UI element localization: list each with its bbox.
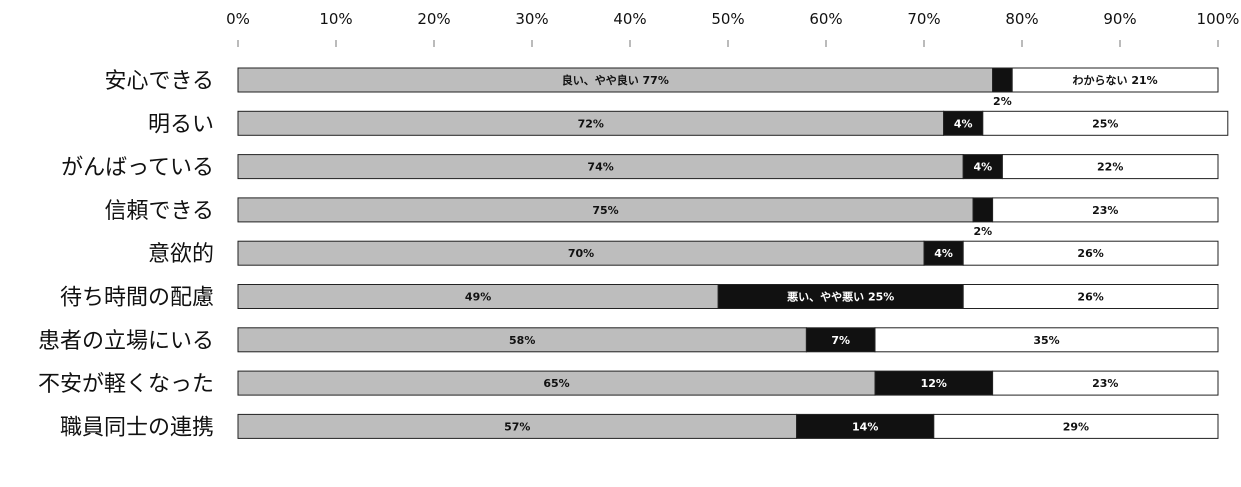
category-label: 安心できる (104, 69, 214, 94)
x-tick-label: 30% (515, 10, 548, 28)
data-label: 70% (568, 247, 594, 260)
category-label: 明るい (148, 112, 214, 137)
data-label: 2% (973, 225, 992, 238)
bar-segment (962, 284, 1219, 309)
bar-segment (237, 370, 876, 396)
category-label: 不安が軽くなった (38, 372, 214, 397)
bar-segment (237, 327, 807, 353)
data-label: 23% (1092, 377, 1118, 390)
x-tick-label: 60% (809, 10, 842, 28)
data-label: 悪い、やや悪い 25% (787, 291, 894, 304)
bar-segment (1011, 67, 1219, 93)
data-label: 49% (465, 291, 491, 304)
data-label: わからない 21% (1073, 74, 1158, 87)
category-label: 信頼できる (104, 199, 214, 224)
bar-segment (805, 327, 876, 353)
x-tick-label: 50% (711, 10, 744, 28)
bar-segment (717, 284, 964, 309)
data-label: 72% (578, 117, 604, 130)
bar-segment (992, 197, 1219, 223)
bar-segment (237, 154, 964, 180)
category-label: 患者の立場にいる (38, 329, 214, 354)
data-label: 57% (504, 420, 530, 433)
data-label: 22% (1097, 161, 1123, 174)
category-label: 待ち時間の配慮 (60, 286, 214, 311)
data-label: 7% (831, 334, 850, 347)
bar-segment (1001, 154, 1219, 180)
bar-segment (962, 154, 1003, 180)
data-label: 良い、やや良い 77% (562, 73, 669, 87)
bar-segment (237, 67, 994, 93)
data-label: 4% (973, 161, 992, 174)
data-label: 65% (543, 377, 569, 390)
bar-segment (992, 67, 1013, 93)
bar-segment (962, 240, 1219, 266)
data-label: 26% (1077, 291, 1103, 304)
bar-segment (237, 413, 798, 439)
x-tick-label: 40% (613, 10, 646, 28)
bar-segment (237, 197, 974, 223)
bar-segment (237, 284, 719, 309)
bar-segment (237, 240, 925, 266)
bar-segment (943, 110, 984, 136)
data-label: 2% (993, 95, 1012, 108)
category-label: 意欲的 (148, 242, 214, 267)
data-label: 4% (954, 117, 973, 130)
x-tick-label: 20% (417, 10, 450, 28)
bar-segment (874, 370, 994, 396)
bar-segment (992, 370, 1219, 396)
bar-segment (972, 197, 994, 223)
category-label: 職員同士の連携 (60, 415, 214, 440)
data-label: 23% (1092, 204, 1118, 217)
x-tick-label: 70% (907, 10, 940, 28)
bar-segment (982, 110, 1229, 136)
data-label: 58% (509, 334, 535, 347)
bar-segment (874, 327, 1219, 353)
x-tick-label: 80% (1005, 10, 1038, 28)
category-label: がんばっている (61, 156, 214, 181)
data-label: 26% (1077, 247, 1103, 260)
data-label: 74% (587, 161, 613, 174)
x-tick-label: 100% (1197, 10, 1240, 28)
data-label: 29% (1063, 420, 1089, 433)
bar-segment (796, 413, 935, 439)
x-tick-label: 90% (1103, 10, 1136, 28)
bar-segment (923, 240, 964, 266)
data-label: 35% (1033, 334, 1059, 347)
x-tick-label: 0% (226, 10, 250, 28)
x-tick-label: 10% (319, 10, 352, 28)
data-label: 12% (921, 377, 947, 390)
data-label: 75% (592, 204, 618, 217)
data-label: 14% (852, 420, 878, 433)
data-label: 25% (1092, 117, 1118, 130)
data-label: 4% (934, 247, 953, 260)
bar-segment (933, 413, 1219, 439)
